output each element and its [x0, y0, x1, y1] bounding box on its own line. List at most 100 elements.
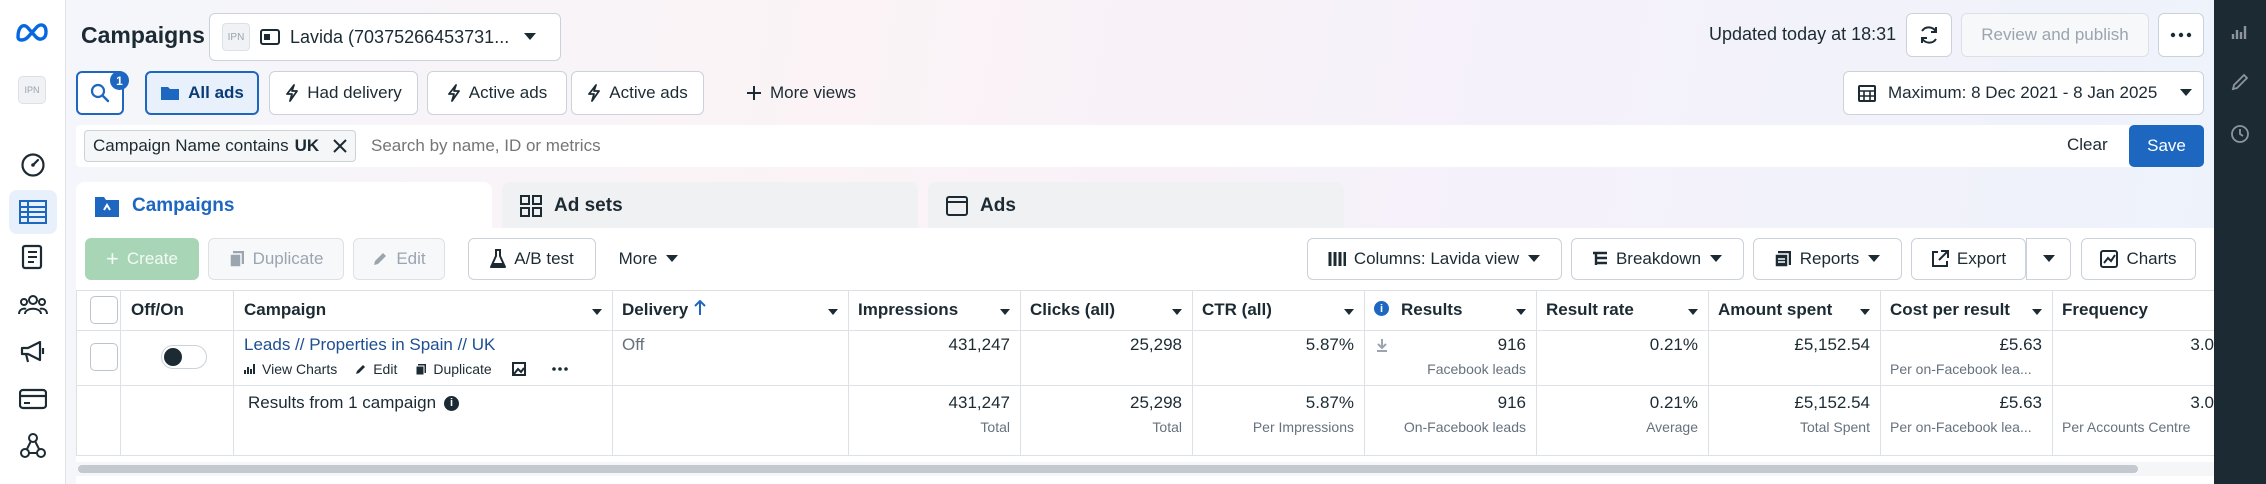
campaign-folder-icon: [94, 194, 120, 218]
date-range-label: Maximum: 8 Dec 2021 - 8 Jan 2025: [1888, 83, 2158, 102]
more-views-label: More views: [770, 83, 856, 102]
charts-button[interactable]: Charts: [2081, 238, 2196, 280]
header-divider: [76, 330, 2214, 331]
tab-campaigns[interactable]: Campaigns: [76, 182, 492, 230]
ads-megaphone-nav-icon[interactable]: [9, 330, 57, 374]
account-badge: IPN: [222, 23, 250, 51]
billing-card-nav-icon[interactable]: [9, 377, 57, 421]
info-icon[interactable]: i: [444, 395, 460, 411]
date-range-picker[interactable]: Maximum: 8 Dec 2021 - 8 Jan 2025: [1843, 71, 2204, 115]
columns-button[interactable]: Columns: Lavida view: [1307, 238, 1562, 280]
column-header-clicks[interactable]: Clicks (all): [1030, 300, 1116, 319]
account-avatar[interactable]: IPN: [18, 76, 46, 104]
summary-cost-per-result: £5.63: [1999, 393, 2042, 412]
chevron-down-icon[interactable]: [2031, 308, 2043, 316]
chevron-down-icon: [1709, 254, 1723, 264]
all-ads-label: All ads: [188, 83, 244, 102]
refresh-button[interactable]: [1906, 13, 1952, 57]
column-header-ctr[interactable]: CTR (all): [1202, 300, 1272, 319]
chevron-down-icon[interactable]: [591, 308, 603, 316]
reports-button[interactable]: Reports: [1753, 238, 1902, 280]
pencil-icon[interactable]: [2228, 70, 2252, 94]
filter-search-input[interactable]: [371, 131, 1271, 161]
chevron-down-icon[interactable]: [827, 308, 839, 316]
summary-result-rate-sub: Average: [1646, 419, 1698, 435]
chevron-down-icon: [2179, 88, 2193, 98]
tab-ads[interactable]: Ads: [928, 182, 1344, 230]
save-filter-button[interactable]: Save: [2129, 125, 2204, 167]
column-header-result-rate[interactable]: Result rate: [1546, 300, 1634, 319]
pencil-icon: [355, 363, 367, 375]
more-actions-button[interactable]: More: [606, 238, 692, 280]
horizontal-scrollbar-track[interactable]: [76, 462, 2214, 476]
image-icon[interactable]: [511, 362, 526, 376]
all-ads-view-button[interactable]: All ads: [145, 71, 259, 115]
overview-nav-icon[interactable]: [9, 143, 57, 187]
column-header-results[interactable]: Results: [1401, 300, 1463, 319]
column-header-amount-spent[interactable]: Amount spent: [1718, 300, 1833, 319]
grid-line: [848, 290, 849, 455]
select-all-checkbox[interactable]: [90, 296, 118, 324]
active-ads-view-button[interactable]: Active ads: [427, 71, 567, 115]
cost-per-result-value: £5.63: [1999, 335, 2042, 354]
column-header-frequency[interactable]: Frequency: [2062, 300, 2148, 319]
view-charts-link[interactable]: View Charts: [262, 361, 338, 377]
chevron-down-icon[interactable]: [1171, 308, 1183, 316]
all-tools-nav-icon[interactable]: [9, 424, 57, 468]
chevron-down-icon[interactable]: [1859, 308, 1871, 316]
export-button[interactable]: Export: [1911, 238, 2026, 280]
grid-line: [1020, 290, 1021, 455]
column-header-delivery[interactable]: Delivery: [622, 300, 689, 319]
info-icon[interactable]: i: [1374, 301, 1389, 316]
bar-chart-icon[interactable]: [2228, 20, 2252, 44]
chevron-down-icon: [1527, 254, 1541, 264]
more-options-button[interactable]: [2158, 13, 2204, 57]
campaigns-table-nav-icon[interactable]: [9, 190, 57, 234]
chevron-down-icon[interactable]: [999, 308, 1011, 316]
filter-chip[interactable]: Campaign Name contains UK: [84, 130, 357, 162]
campaign-name-link[interactable]: Leads // Properties in Spain // UK: [244, 335, 496, 354]
summary-label: Results from 1 campaign: [248, 393, 437, 412]
clear-filter-button[interactable]: Clear: [2067, 135, 2108, 154]
tab-ad-sets[interactable]: Ad sets: [502, 182, 918, 230]
campaign-toggle[interactable]: [161, 345, 207, 369]
column-header-impressions[interactable]: Impressions: [858, 300, 959, 319]
chevron-down-icon[interactable]: [1515, 308, 1527, 316]
had-delivery-label: Had delivery: [307, 83, 402, 102]
duplicate-button[interactable]: Duplicate: [208, 238, 344, 280]
ab-test-button[interactable]: A/B test: [468, 238, 596, 280]
close-icon[interactable]: [333, 139, 347, 153]
edit-link[interactable]: Edit: [373, 361, 398, 377]
ad-account-icon: [260, 29, 280, 45]
duplicate-link[interactable]: Duplicate: [433, 361, 492, 377]
more-dots-icon[interactable]: [551, 367, 568, 371]
chevron-down-icon[interactable]: [1343, 308, 1355, 316]
breakdown-button[interactable]: Breakdown: [1571, 238, 1744, 280]
row-checkbox[interactable]: [90, 343, 118, 371]
had-delivery-view-button[interactable]: Had delivery: [269, 71, 418, 115]
export-options-button[interactable]: [2026, 238, 2071, 280]
chevron-down-icon[interactable]: [1687, 308, 1699, 316]
edit-button[interactable]: Edit: [353, 238, 445, 280]
horizontal-scrollbar-thumb[interactable]: [78, 465, 2138, 473]
review-publish-button[interactable]: Review and publish: [1961, 13, 2149, 57]
right-tool-bar: [2214, 0, 2266, 484]
ad-sets-grid-icon: [520, 195, 542, 217]
active-ads-view-button-2[interactable]: Active ads: [571, 71, 704, 115]
delivery-status: Off: [622, 335, 645, 354]
tab-campaigns-label: Campaigns: [132, 195, 235, 216]
audiences-nav-icon[interactable]: [9, 283, 57, 327]
search-filter-count-badge: 1: [110, 71, 129, 90]
account-selector[interactable]: IPN Lavida (70375266453731...: [209, 13, 561, 61]
summary-divider: [76, 455, 2214, 456]
pages-nav-icon[interactable]: [9, 236, 57, 280]
meta-logo[interactable]: [14, 20, 50, 47]
column-header-campaign[interactable]: Campaign: [244, 300, 327, 319]
column-header-cost-per-result[interactable]: Cost per result: [1890, 300, 2010, 319]
grid-line: [120, 290, 121, 455]
duplicate-label: Duplicate: [252, 249, 324, 268]
create-button[interactable]: + Create: [85, 238, 199, 280]
more-views-button[interactable]: More views: [716, 71, 886, 115]
summary-frequency: 3.0: [2190, 393, 2214, 412]
history-clock-icon[interactable]: [2228, 122, 2252, 146]
